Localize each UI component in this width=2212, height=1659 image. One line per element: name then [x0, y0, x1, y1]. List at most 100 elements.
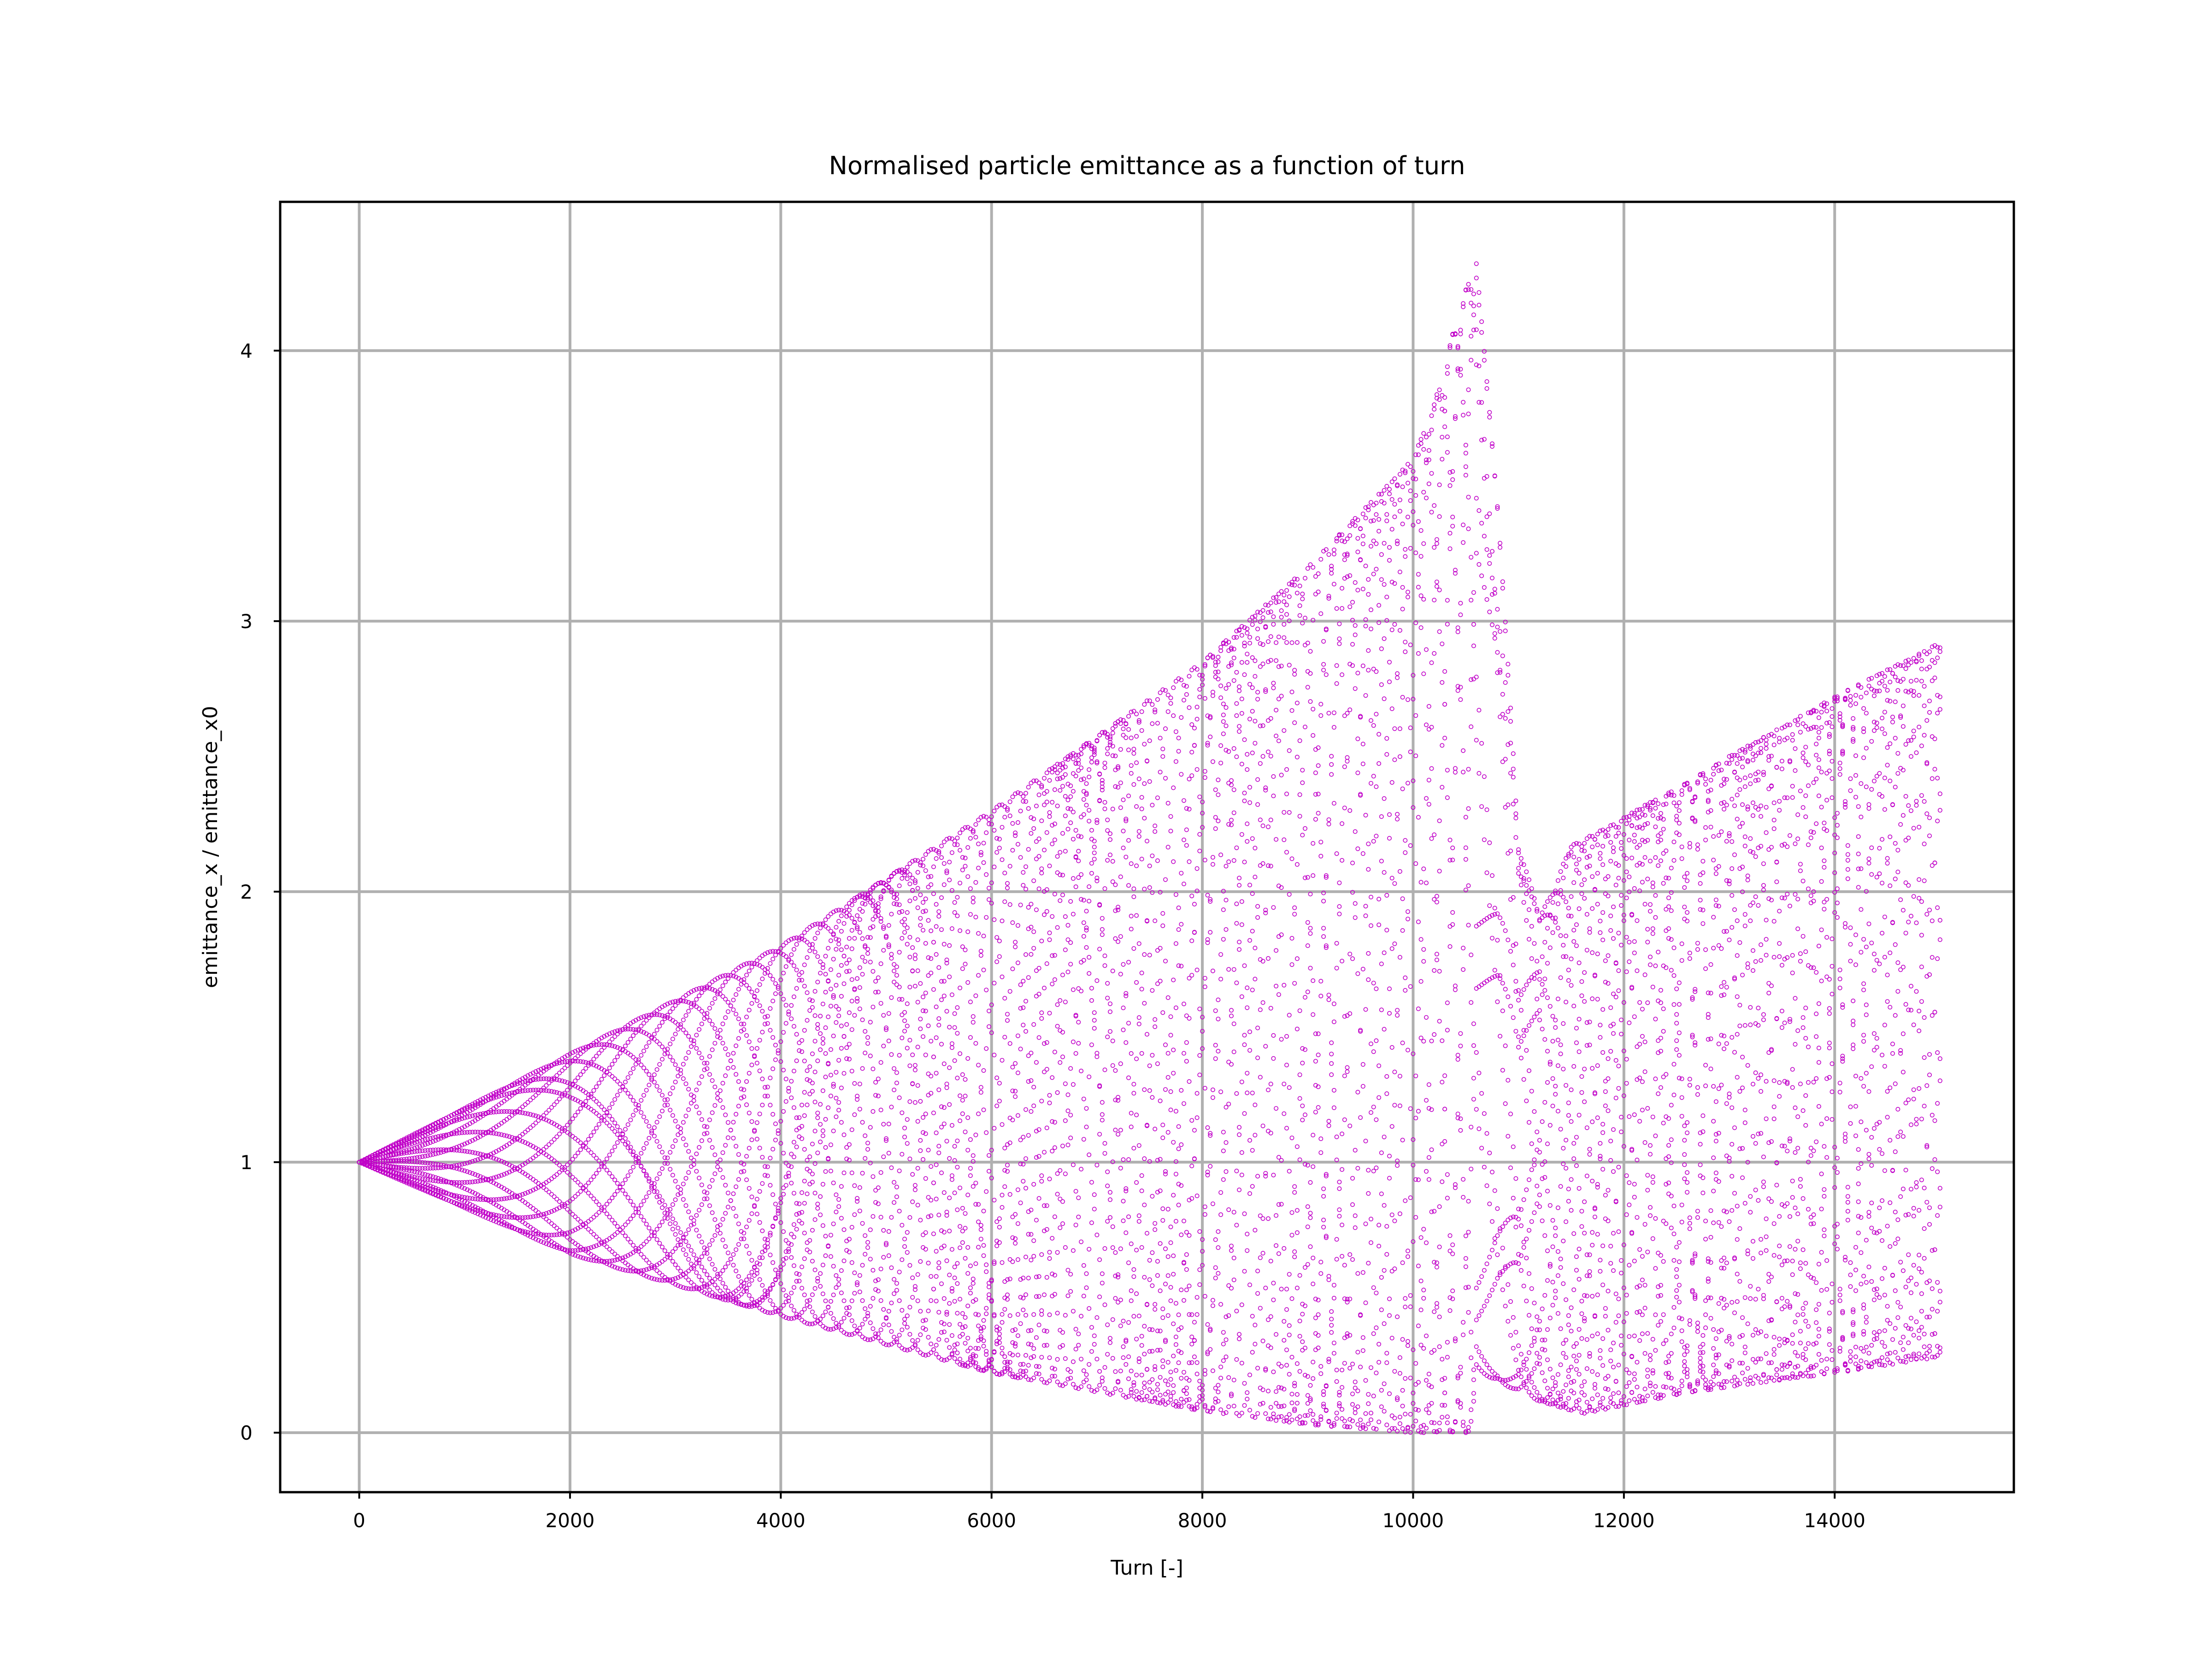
- scatter-point: [1318, 853, 1324, 859]
- scatter-point: [1547, 1316, 1553, 1321]
- scatter-point: [1432, 545, 1437, 550]
- scatter-point: [470, 1130, 475, 1135]
- scatter-point: [1379, 1007, 1384, 1012]
- scatter-point: [1574, 1341, 1579, 1346]
- scatter-point: [1490, 1369, 1495, 1374]
- scatter-point: [1535, 1361, 1540, 1366]
- scatter-point: [963, 1341, 968, 1346]
- scatter-point: [1408, 488, 1413, 494]
- scatter-point: [665, 1252, 670, 1257]
- scatter-point: [1895, 771, 1900, 776]
- scatter-point: [1274, 595, 1279, 600]
- scatter-point: [1289, 689, 1294, 694]
- scatter-point: [1258, 664, 1263, 669]
- scatter-point: [1234, 1223, 1239, 1228]
- scatter-point: [820, 1128, 825, 1133]
- scatter-point: [1471, 1367, 1476, 1372]
- scatter-point: [1569, 1365, 1574, 1370]
- scatter-point: [1627, 874, 1632, 879]
- scatter-point: [475, 1112, 480, 1117]
- scatter-point: [1002, 1307, 1007, 1312]
- scatter-point: [1052, 892, 1057, 897]
- scatter-point: [831, 1082, 836, 1087]
- scatter-point: [631, 1202, 636, 1207]
- scatter-point: [1587, 1019, 1592, 1024]
- scatter-point: [1108, 740, 1113, 745]
- scatter-point: [1158, 1188, 1163, 1194]
- scatter-point: [1635, 825, 1640, 830]
- scatter-point: [902, 1010, 907, 1015]
- scatter-point: [544, 1118, 549, 1123]
- scatter-point: [1253, 946, 1258, 951]
- scatter-point: [926, 1147, 931, 1153]
- scatter-point: [963, 1256, 968, 1261]
- scatter-point: [496, 1109, 501, 1114]
- scatter-point: [1837, 718, 1842, 723]
- scatter-point: [1363, 1426, 1368, 1431]
- scatter-point: [525, 1111, 530, 1116]
- scatter-point: [631, 1243, 636, 1248]
- scatter-point: [1173, 1342, 1178, 1347]
- scatter-point: [1898, 1051, 1903, 1056]
- scatter-point: [855, 976, 860, 981]
- scatter-point: [1845, 858, 1850, 863]
- scatter-point: [683, 1239, 688, 1244]
- scatter-point: [1371, 1169, 1376, 1174]
- scatter-point: [1039, 1173, 1044, 1178]
- scatter-point: [628, 1199, 633, 1204]
- scatter-point: [1179, 1376, 1184, 1381]
- scatter-point: [607, 1214, 612, 1219]
- scatter-point: [712, 1277, 718, 1282]
- scatter-point: [1139, 795, 1144, 800]
- scatter-point: [1658, 858, 1663, 863]
- scatter-point: [1384, 893, 1389, 898]
- scatter-point: [1621, 815, 1626, 820]
- scatter-point: [1748, 746, 1753, 751]
- scatter-point: [952, 1299, 957, 1304]
- scatter-point: [1268, 600, 1273, 606]
- scatter-point: [1816, 943, 1821, 948]
- scatter-point: [973, 1202, 978, 1207]
- scatter-point: [1700, 1364, 1706, 1369]
- scatter-point: [1002, 1354, 1007, 1359]
- scatter-point: [921, 1115, 926, 1120]
- scatter-point: [860, 901, 865, 906]
- scatter-point: [1935, 1101, 1940, 1106]
- scatter-point: [647, 1225, 652, 1230]
- scatter-point: [1058, 850, 1063, 855]
- scatter-point: [686, 1277, 691, 1282]
- scatter-point: [1142, 1001, 1147, 1006]
- scatter-point: [720, 1294, 725, 1300]
- scatter-point: [1513, 1330, 1518, 1335]
- scatter-point: [1569, 1177, 1574, 1182]
- scatter-point: [1827, 732, 1832, 737]
- scatter-point: [1477, 1349, 1482, 1354]
- scatter-point: [1500, 1246, 1505, 1251]
- scatter-point: [1487, 1150, 1492, 1155]
- scatter-point: [1861, 1274, 1866, 1279]
- scatter-point: [826, 1014, 831, 1019]
- scatter-point: [860, 955, 865, 960]
- scatter-point: [1477, 1071, 1482, 1076]
- scatter-point: [1377, 1063, 1382, 1068]
- scatter-point: [1084, 781, 1089, 786]
- scatter-point: [475, 1101, 480, 1106]
- scatter-point: [433, 1135, 438, 1140]
- scatter-point: [1429, 413, 1434, 418]
- scatter-point: [1397, 955, 1402, 960]
- scatter-point: [1816, 1262, 1821, 1267]
- scatter-point: [1811, 1341, 1816, 1347]
- scatter-point: [602, 1165, 607, 1170]
- scatter-point: [1245, 821, 1250, 826]
- scatter-point: [1366, 1261, 1371, 1266]
- scatter-point: [1369, 1411, 1374, 1416]
- scatter-point: [789, 1164, 794, 1169]
- scatter-point: [530, 1112, 535, 1118]
- scatter-point: [1311, 1012, 1316, 1017]
- scatter-point: [1358, 1418, 1363, 1423]
- scatter-point: [818, 1047, 823, 1052]
- scatter-point: [1105, 818, 1110, 823]
- scatter-point: [1653, 824, 1658, 830]
- scatter-point: [763, 1173, 768, 1178]
- scatter-point: [612, 1177, 618, 1182]
